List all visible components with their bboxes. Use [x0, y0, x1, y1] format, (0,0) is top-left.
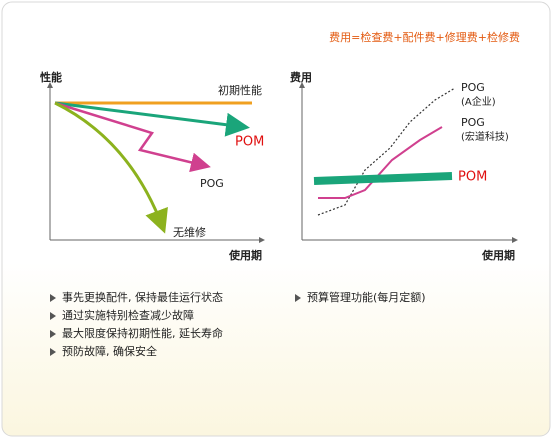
- x-label: 使用期: [228, 248, 262, 262]
- no-maintenance-label: 无维修: [173, 225, 206, 239]
- pog-b-label: POG: [461, 116, 485, 129]
- pog-b-note: (宏道科技): [461, 130, 509, 143]
- formula: 费用=检查费+配件费+修理费+检修费: [329, 30, 520, 44]
- bullets: 事先更换配件, 保持最佳运行状态通过实施特别检查减少故障最大限度保持初期性能, …: [50, 290, 426, 358]
- bullet-icon: [295, 294, 301, 302]
- bullet-text: 通过实施特别检查减少故障: [62, 308, 194, 322]
- pog-a-label: POG: [461, 81, 485, 94]
- bullet-text: 预防故障, 确保安全: [62, 344, 157, 358]
- bullet-icon: [50, 330, 56, 338]
- y-label: 费用: [290, 70, 312, 84]
- pom-label: POM: [458, 170, 487, 185]
- bullet-text: 最大限度保持初期性能, 延长寿命: [62, 326, 223, 340]
- right-chart: 费用 使用期 POG (A企业) POG (宏道科技) POM: [290, 70, 518, 262]
- bullet-icon: [50, 294, 56, 302]
- bullet-text: 事先更换配件, 保持最佳运行状态: [62, 290, 223, 304]
- bullet-icon: [50, 348, 56, 356]
- initial-label: 初期性能: [218, 83, 262, 97]
- bullet-text: 预算管理功能(每月定额): [307, 290, 426, 304]
- pog-a-note: (A企业): [461, 95, 496, 108]
- left-chart: 性能 使用期 初期性能 POM POG 无维修: [40, 70, 265, 262]
- pog-label: POG: [200, 177, 224, 190]
- x-label: 使用期: [481, 248, 515, 262]
- bullet-icon: [50, 312, 56, 320]
- pom-label: POM: [235, 135, 264, 150]
- y-label: 性能: [40, 70, 62, 84]
